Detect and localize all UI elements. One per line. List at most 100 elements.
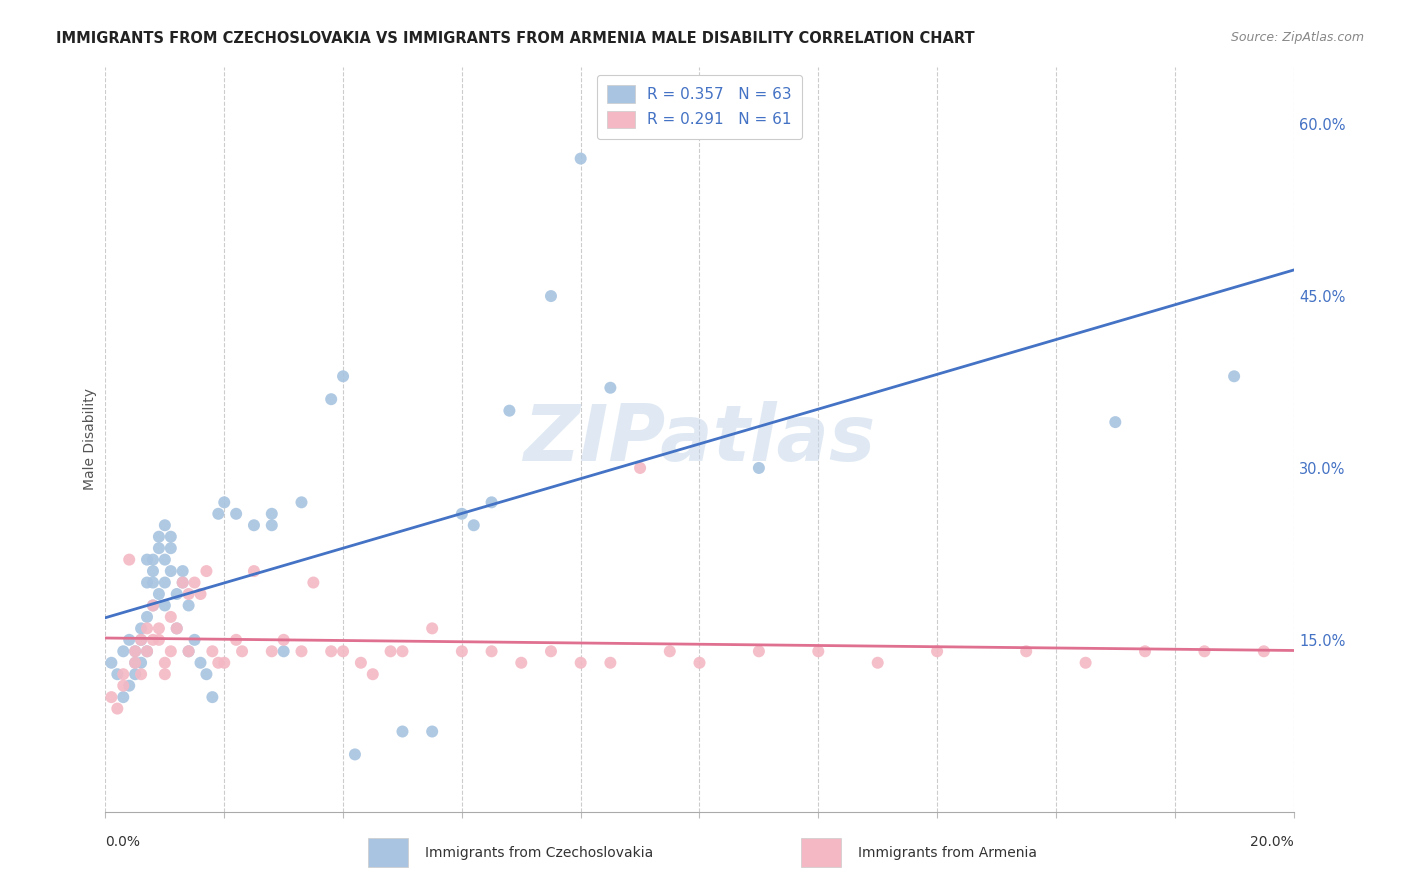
Point xyxy=(183,632,205,647)
Point xyxy=(569,656,592,670)
Point xyxy=(225,632,247,647)
Point xyxy=(177,644,200,658)
Point xyxy=(183,575,205,590)
Point xyxy=(112,679,135,693)
Point xyxy=(1015,644,1038,658)
Point xyxy=(124,656,146,670)
Point xyxy=(207,656,229,670)
Point xyxy=(166,621,188,635)
Point xyxy=(112,644,135,658)
Point xyxy=(124,656,146,670)
Point xyxy=(136,610,159,624)
Point xyxy=(195,667,218,681)
Point xyxy=(105,701,128,715)
Point xyxy=(927,644,949,658)
Point xyxy=(142,599,165,613)
Point xyxy=(148,530,170,544)
Point xyxy=(260,507,283,521)
Point xyxy=(1104,415,1126,429)
FancyBboxPatch shape xyxy=(801,838,841,867)
Point xyxy=(420,724,443,739)
Point xyxy=(201,690,224,705)
Point xyxy=(290,495,312,509)
Point xyxy=(302,575,325,590)
Point xyxy=(1194,644,1216,658)
Text: ZIPatlas: ZIPatlas xyxy=(523,401,876,477)
Point xyxy=(112,667,135,681)
Point xyxy=(118,632,141,647)
Point xyxy=(273,632,295,647)
Point xyxy=(628,461,651,475)
Point xyxy=(124,644,146,658)
Point xyxy=(807,644,830,658)
FancyBboxPatch shape xyxy=(368,838,408,867)
Point xyxy=(129,667,152,681)
Point xyxy=(481,644,503,658)
Point xyxy=(148,541,170,556)
Point xyxy=(105,667,128,681)
Point xyxy=(201,644,224,658)
Point xyxy=(450,644,472,658)
Point xyxy=(129,632,152,647)
Point xyxy=(172,575,194,590)
Point xyxy=(177,644,200,658)
Point xyxy=(463,518,485,533)
Point xyxy=(129,656,152,670)
Point xyxy=(1253,644,1275,658)
Point xyxy=(689,656,711,670)
Point xyxy=(142,599,165,613)
Point xyxy=(136,552,159,566)
Text: Immigrants from Czechoslovakia: Immigrants from Czechoslovakia xyxy=(425,846,652,860)
Point xyxy=(129,632,152,647)
Point xyxy=(481,495,503,509)
Point xyxy=(748,644,770,658)
Point xyxy=(350,656,373,670)
Point xyxy=(148,621,170,635)
Point xyxy=(260,644,283,658)
Point xyxy=(225,507,247,521)
Point xyxy=(177,599,200,613)
Text: 0.0%: 0.0% xyxy=(105,835,141,848)
Point xyxy=(243,518,266,533)
Point xyxy=(214,656,236,670)
Point xyxy=(142,632,165,647)
Point xyxy=(290,644,312,658)
Text: Source: ZipAtlas.com: Source: ZipAtlas.com xyxy=(1230,31,1364,45)
Point xyxy=(148,632,170,647)
Point xyxy=(136,575,159,590)
Point xyxy=(166,621,188,635)
Point xyxy=(190,656,212,670)
Point xyxy=(332,369,354,384)
Point xyxy=(142,575,165,590)
Point xyxy=(124,644,146,658)
Point xyxy=(172,575,194,590)
Text: 20.0%: 20.0% xyxy=(1250,835,1294,848)
Point xyxy=(207,507,229,521)
Point xyxy=(136,621,159,635)
Point xyxy=(214,495,236,509)
Point xyxy=(159,564,181,578)
Point xyxy=(148,587,170,601)
Point xyxy=(540,289,562,303)
Point xyxy=(159,610,181,624)
Point xyxy=(321,644,343,658)
Point xyxy=(498,403,520,417)
Point xyxy=(159,541,181,556)
Point xyxy=(153,575,176,590)
Point xyxy=(361,667,384,681)
Point xyxy=(380,644,402,658)
Point xyxy=(599,656,621,670)
Text: Immigrants from Armenia: Immigrants from Armenia xyxy=(858,846,1036,860)
Point xyxy=(658,644,681,658)
Point xyxy=(177,587,200,601)
Point xyxy=(153,667,176,681)
Point xyxy=(1074,656,1097,670)
Point xyxy=(118,552,141,566)
Point xyxy=(142,552,165,566)
Point xyxy=(450,507,472,521)
Point xyxy=(420,621,443,635)
Point xyxy=(569,152,592,166)
Point xyxy=(153,599,176,613)
Point xyxy=(1223,369,1246,384)
Point xyxy=(391,724,413,739)
